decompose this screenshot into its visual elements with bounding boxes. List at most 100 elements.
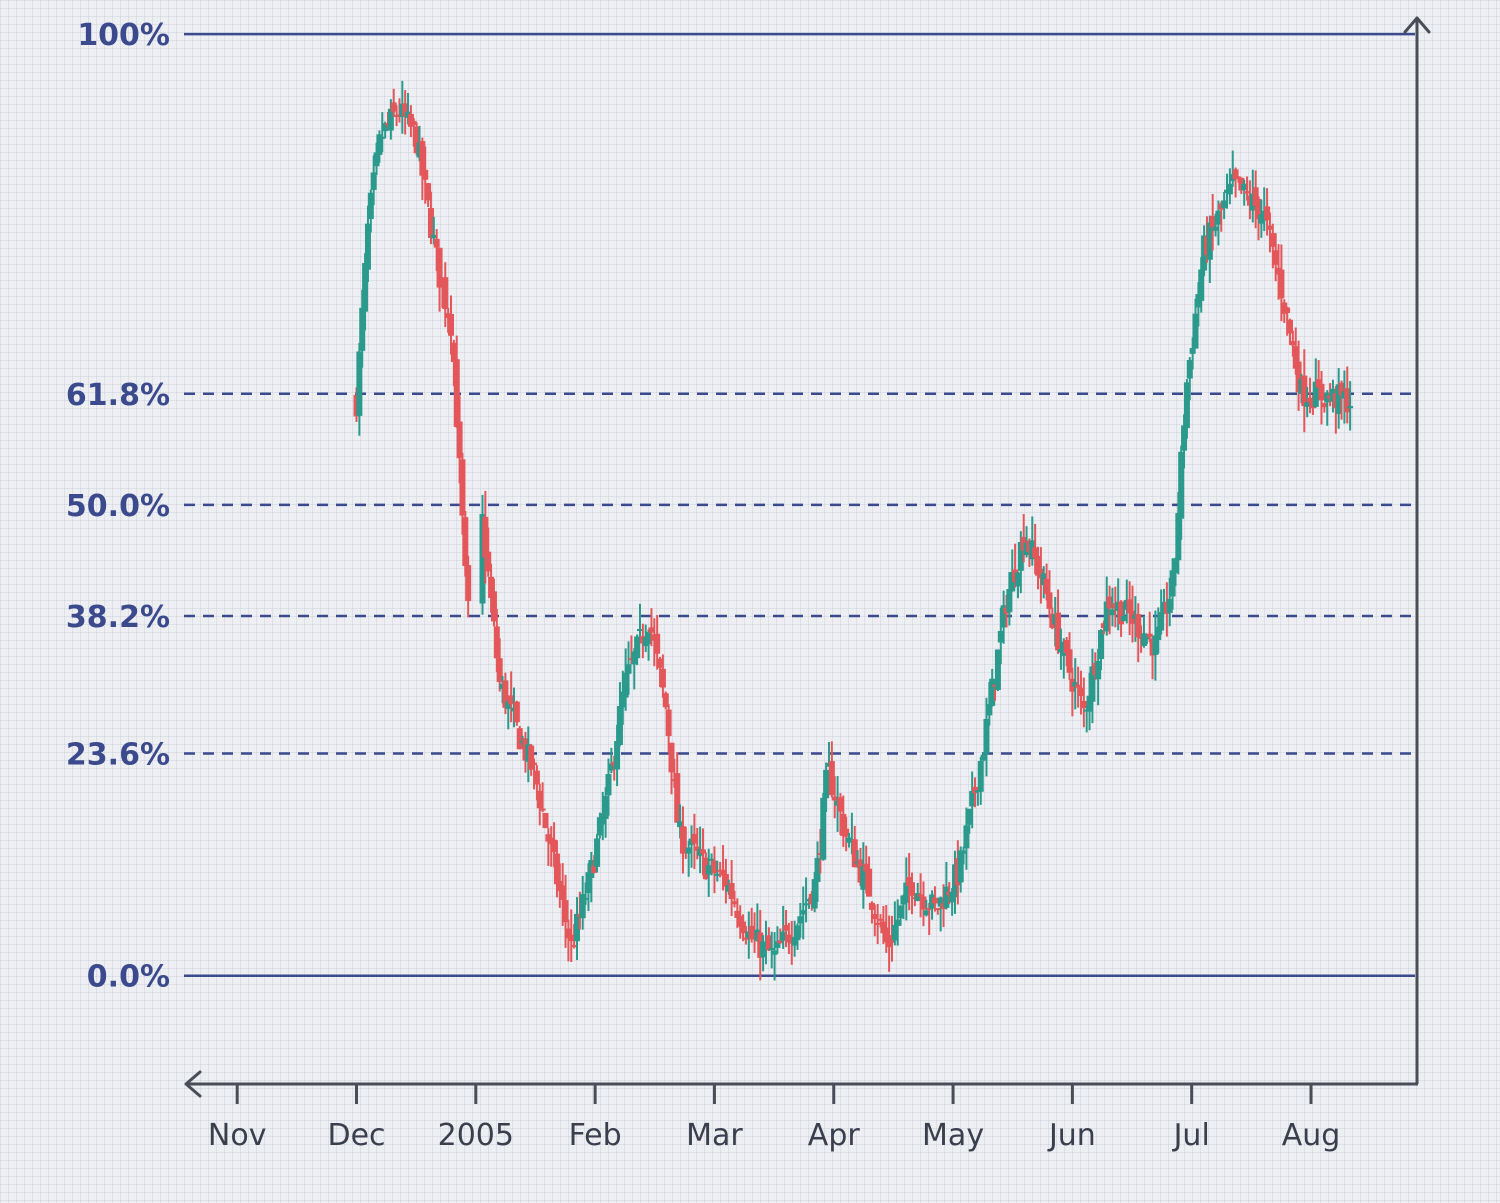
candle-body-up [1103, 601, 1110, 632]
candle-body-up [614, 741, 621, 770]
candle-body-up [1335, 384, 1342, 415]
candle-body-down [562, 900, 569, 923]
candle-body-up [1143, 636, 1150, 640]
candle-body-up [479, 514, 486, 604]
candle-body-down [465, 565, 472, 602]
candle-body-down [1244, 191, 1251, 194]
candle-body-down [1272, 250, 1279, 265]
candle-body-down [1252, 187, 1259, 206]
candle-body-down [674, 773, 681, 823]
candle-body-down [883, 927, 890, 943]
candle-body-up [1120, 615, 1127, 621]
candle-body-down [1292, 346, 1299, 369]
x-tick-label: Jul [1172, 1118, 1210, 1153]
x-tick-label: Feb [569, 1118, 622, 1153]
candle-body-up [943, 886, 950, 908]
candle-body-up [1166, 598, 1173, 614]
candle-body-down [917, 894, 924, 897]
x-tick-label: Mar [686, 1118, 743, 1153]
candle-body-down [728, 883, 735, 900]
candle-body-up [969, 790, 976, 807]
candle-body-down [662, 693, 669, 708]
candle-body-down [565, 928, 572, 939]
candle-body-up [364, 223, 371, 270]
candle-body-down [734, 910, 741, 918]
candle-body-down [1043, 578, 1050, 595]
candle-body-up [986, 703, 993, 716]
candle-body-down [1301, 375, 1308, 407]
candle-body-down [456, 421, 463, 459]
candle-body-up [636, 629, 643, 632]
candle-body-down [528, 745, 535, 770]
candle-body-up [685, 847, 692, 854]
candle-body-up [1158, 612, 1165, 631]
candle-body-down [851, 839, 858, 868]
candle-body-down [906, 877, 913, 887]
candle-body-down [407, 113, 414, 127]
candle-body-up [977, 761, 984, 792]
candle-body-up [602, 796, 609, 819]
candle-body-up [382, 123, 389, 132]
candle-body-down [1077, 687, 1084, 697]
candle-body-down [737, 915, 744, 927]
candle-body-up [579, 894, 586, 919]
candle-body-down [413, 126, 420, 154]
candle-body-down [488, 576, 495, 599]
candle-body-down [868, 902, 875, 910]
candle-body-up [379, 136, 386, 139]
candle-body-up [705, 865, 712, 875]
candle-body-down [1063, 639, 1070, 653]
candle-body-down [1126, 599, 1133, 614]
candle-body-down [496, 658, 503, 682]
candle-body-down [1289, 341, 1296, 346]
candle-body-down [748, 925, 755, 940]
candle-body-up [820, 797, 827, 860]
candle-body-down [462, 517, 469, 566]
candle-body-up [794, 925, 801, 941]
x-tick-label: Apr [808, 1118, 861, 1153]
candle-body-up [960, 850, 967, 854]
candle-body-down [1032, 547, 1039, 558]
candle-body-down [390, 102, 397, 112]
fib-level-label: 61.8% [66, 378, 170, 413]
candle-body-down [442, 277, 449, 310]
candle-body-down [783, 925, 790, 931]
candle-body-down [591, 865, 598, 873]
candle-body-down [490, 591, 497, 622]
candle-body-up [823, 769, 830, 799]
candle-body-up [1181, 425, 1188, 451]
candle-body-down [831, 796, 838, 801]
candle-body-down [722, 873, 729, 887]
candle-body-down [508, 695, 515, 705]
candle-body-up [980, 754, 987, 761]
candle-body-down [694, 846, 701, 851]
candle-body-up [914, 893, 921, 901]
candle-body-down [1321, 403, 1328, 408]
candle-body-down [1278, 269, 1285, 299]
candle-body-down [427, 207, 434, 239]
x-tick-label: May [922, 1118, 984, 1153]
candle-body-up [814, 857, 821, 882]
candle-body-up [605, 774, 612, 796]
candle-body-up [797, 916, 804, 924]
candle-body-down [1307, 397, 1314, 403]
candle-body-up [983, 718, 990, 754]
candle-body-down [934, 908, 941, 911]
candle-body-down [828, 761, 835, 796]
candle-body-up [803, 903, 810, 906]
candle-body-down [542, 812, 549, 829]
candle-body-up [585, 872, 592, 894]
candle-body-up [376, 134, 383, 155]
candle-body-down [571, 945, 578, 948]
candle-body-down [1080, 700, 1087, 709]
candle-body-down [874, 922, 881, 925]
candle-body-down [777, 940, 784, 944]
candle-body-down [863, 863, 870, 872]
candle-body-up [1206, 222, 1213, 260]
candle-body-up [966, 808, 973, 825]
candle-body-down [711, 860, 718, 874]
candle-body-down [888, 940, 895, 943]
candle-body-up [1183, 382, 1190, 429]
candle-body-down [422, 169, 429, 180]
